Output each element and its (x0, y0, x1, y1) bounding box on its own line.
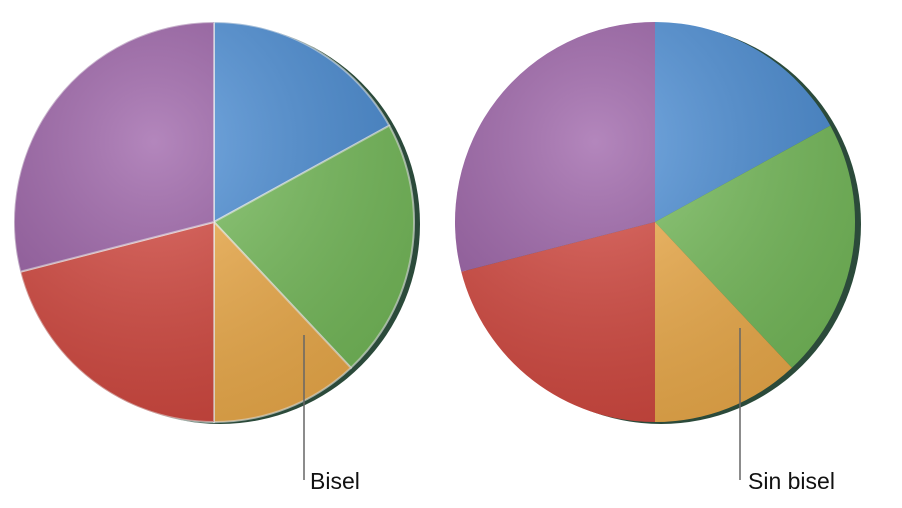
pie-chart-no-bevel (454, 22, 861, 424)
bevel-label: Bisel (310, 468, 360, 494)
pie-chart-beveled (13, 21, 420, 424)
no-bevel-label: Sin bisel (748, 468, 835, 494)
